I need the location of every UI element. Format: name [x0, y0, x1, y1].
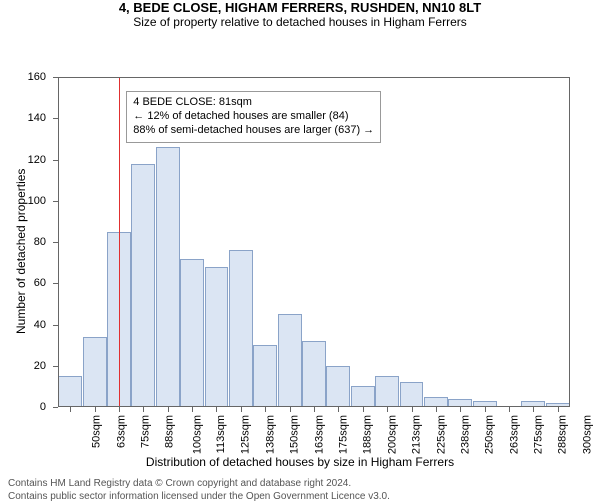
x-tick-mark [143, 407, 144, 412]
x-tick-mark [387, 407, 388, 412]
x-tick-label: 225sqm [435, 415, 447, 454]
x-tick-label: 163sqm [313, 415, 325, 454]
annotation-line: 88% of semi-detached houses are larger (… [133, 124, 374, 138]
histogram-bar [83, 337, 107, 407]
y-tick-label: 100 [0, 195, 46, 207]
histogram-bar [326, 366, 350, 407]
x-tick-mark [168, 407, 169, 412]
histogram-bar [229, 250, 253, 407]
annotation-box: 4 BEDE CLOSE: 81sqm← 12% of detached hou… [126, 91, 381, 142]
x-tick-label: 213sqm [411, 415, 423, 454]
axis-right [569, 77, 570, 407]
axis-top [58, 77, 570, 78]
x-tick-label: 100sqm [191, 415, 203, 454]
x-tick-label: 275sqm [533, 415, 545, 454]
x-tick-mark [460, 407, 461, 412]
y-tick-label: 0 [0, 401, 46, 413]
x-tick-label: 188sqm [362, 415, 374, 454]
histogram-bar [131, 164, 155, 407]
histogram-bar [351, 386, 375, 407]
annotation-line: ← 12% of detached houses are smaller (84… [133, 110, 374, 124]
x-tick-label: 175sqm [338, 415, 350, 454]
x-tick-label: 138sqm [264, 415, 276, 454]
plot-area: 4 BEDE CLOSE: 81sqm← 12% of detached hou… [58, 77, 570, 407]
caption-line-2: Contains public sector information licen… [8, 490, 592, 503]
histogram-bar [400, 382, 424, 407]
caption: Contains HM Land Registry data © Crown c… [0, 473, 600, 503]
annotation-line: 4 BEDE CLOSE: 81sqm [133, 96, 374, 110]
x-tick-mark [241, 407, 242, 412]
histogram-bar [302, 341, 326, 407]
x-tick-label: 63sqm [115, 415, 127, 448]
x-tick-mark [412, 407, 413, 412]
y-tick-label: 80 [0, 236, 46, 248]
x-tick-label: 263sqm [508, 415, 520, 454]
x-tick-label: 300sqm [581, 415, 593, 454]
x-tick-mark [338, 407, 339, 412]
x-tick-mark [192, 407, 193, 412]
x-tick-mark [95, 407, 96, 412]
histogram-bar [375, 376, 399, 407]
x-tick-label: 113sqm [215, 415, 227, 453]
y-tick-mark [53, 407, 58, 408]
x-tick-mark [363, 407, 364, 412]
x-tick-mark [216, 407, 217, 412]
axis-left [58, 77, 59, 407]
page-title: 4, BEDE CLOSE, HIGHAM FERRERS, RUSHDEN, … [0, 0, 600, 15]
x-tick-label: 200sqm [386, 415, 398, 454]
page-subtitle: Size of property relative to detached ho… [0, 15, 600, 29]
y-tick-label: 20 [0, 360, 46, 372]
y-tick-label: 60 [0, 277, 46, 289]
x-tick-mark [265, 407, 266, 412]
histogram-bar [278, 314, 302, 407]
y-tick-label: 160 [0, 71, 46, 83]
histogram-chart: Number of detached properties 0204060801… [0, 29, 600, 473]
x-tick-label: 50sqm [91, 415, 103, 448]
y-tick-label: 120 [0, 154, 46, 166]
x-tick-mark [70, 407, 71, 412]
x-tick-label: 75sqm [139, 415, 151, 448]
histogram-bar [156, 147, 180, 407]
x-tick-label: 250sqm [484, 415, 496, 454]
caption-line-1: Contains HM Land Registry data © Crown c… [8, 477, 592, 490]
x-tick-mark [290, 407, 291, 412]
x-tick-label: 150sqm [289, 415, 301, 454]
x-tick-mark [558, 407, 559, 412]
y-tick-label: 40 [0, 319, 46, 331]
x-tick-mark [509, 407, 510, 412]
histogram-bar [205, 267, 229, 407]
reference-line [119, 77, 120, 407]
x-tick-label: 125sqm [240, 415, 252, 454]
histogram-bar [180, 259, 204, 408]
x-axis-label: Distribution of detached houses by size … [0, 455, 600, 469]
x-tick-label: 88sqm [164, 415, 176, 448]
x-tick-mark [533, 407, 534, 412]
y-tick-label: 140 [0, 112, 46, 124]
x-tick-mark [119, 407, 120, 412]
x-tick-mark [436, 407, 437, 412]
x-tick-label: 288sqm [557, 415, 569, 454]
x-tick-mark [485, 407, 486, 412]
x-tick-mark [314, 407, 315, 412]
x-tick-label: 238sqm [459, 415, 471, 454]
histogram-bar [58, 376, 82, 407]
histogram-bar [253, 345, 277, 407]
